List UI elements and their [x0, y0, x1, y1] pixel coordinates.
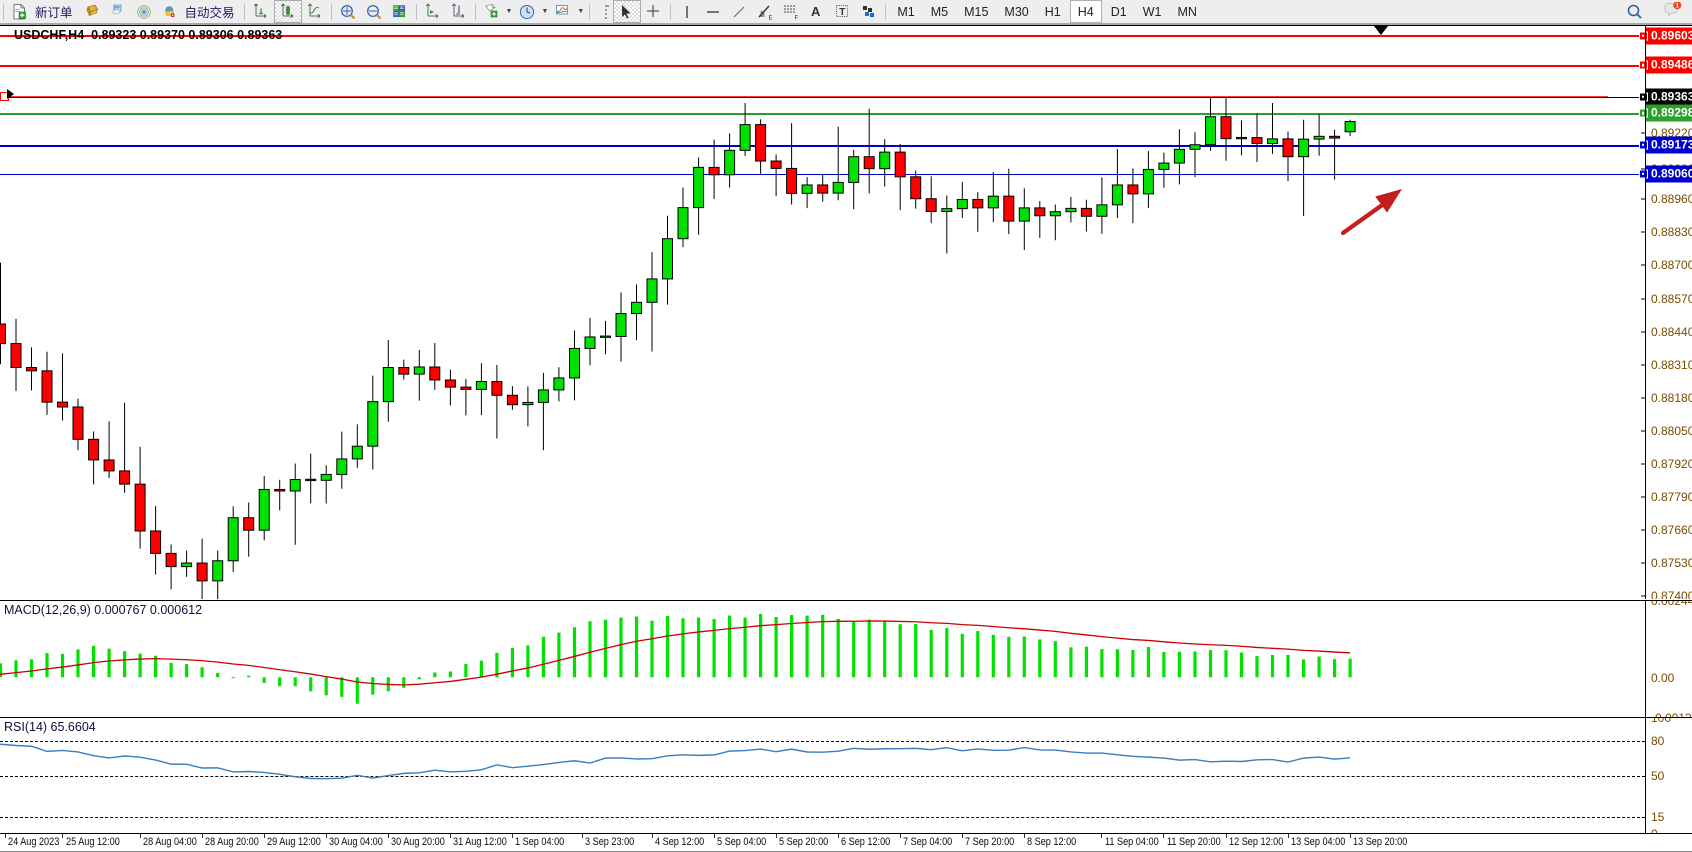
- svg-text:E: E: [769, 15, 773, 21]
- svg-text:A: A: [811, 4, 821, 19]
- svg-text:F: F: [795, 15, 799, 21]
- svg-text:1: 1: [1676, 2, 1680, 9]
- svg-text:T: T: [840, 7, 846, 18]
